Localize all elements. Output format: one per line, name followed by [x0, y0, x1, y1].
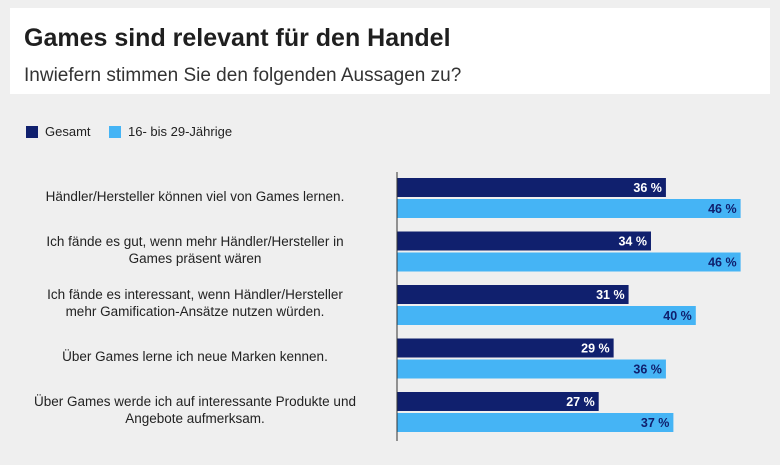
chart-header: Games sind relevant für den Handel Inwie… [10, 8, 770, 94]
bar-gesamt [397, 178, 666, 197]
bar-gesamt [397, 285, 629, 304]
legend-swatch-16-29 [109, 125, 121, 138]
legend-item-gesamt: Gesamt [26, 124, 91, 139]
bar-16-29 [397, 252, 741, 272]
legend-swatch-gesamt [26, 125, 38, 138]
bar-gesamt [397, 338, 614, 358]
category-label-line: Ich fände es gut, wenn mehr Händler/Hers… [46, 233, 344, 249]
category-label-line: Über Games lerne ich neue Marken kennen. [62, 349, 328, 364]
bar-16-29 [397, 413, 674, 432]
bar-16-29 [397, 199, 741, 218]
data-label: 34 % [618, 235, 647, 249]
category-label: Über Games werde ich auf interessante Pr… [5, 393, 385, 427]
category-label: Händler/Hersteller können viel von Games… [5, 188, 385, 205]
category-label-line: Games präsent wären [128, 250, 262, 266]
category-label-line: mehr Gamification-Ansätze nutzen würden. [65, 304, 325, 319]
data-label: 31 % [596, 288, 625, 302]
category-label: Ich fände es interessant, wenn Händler/H… [5, 286, 385, 320]
data-label: 27 % [566, 395, 595, 409]
data-label: 46 % [708, 202, 737, 216]
bar-gesamt [397, 392, 599, 411]
legend-label-16-29: 16- bis 29-Jährige [128, 124, 233, 139]
chart-title: Games sind relevant für den Handel [24, 24, 451, 52]
category-label-line: Angebote aufmerksam. [125, 411, 265, 426]
data-label: 29 % [581, 342, 610, 356]
bar-gesamt [397, 231, 651, 251]
bar-16-29 [397, 359, 666, 379]
data-label: 36 % [633, 181, 662, 195]
legend-label-gesamt: Gesamt [45, 124, 91, 139]
bar-16-29 [397, 306, 696, 325]
category-label-line: Händler/Hersteller können viel von Games… [45, 188, 345, 204]
category-label-line: Ich fände es interessant, wenn Händler/H… [47, 287, 343, 302]
category-label: Über Games lerne ich neue Marken kennen. [5, 348, 385, 365]
data-label: 46 % [708, 256, 737, 270]
legend-item-16-29: 16- bis 29-Jährige [109, 124, 232, 139]
chart-subtitle: Inwiefern stimmen Sie den folgenden Auss… [24, 65, 462, 86]
category-label-line: Über Games werde ich auf interessante Pr… [34, 394, 356, 409]
data-label: 36 % [633, 363, 662, 377]
category-label: Ich fände es gut, wenn mehr Händler/Hers… [5, 233, 385, 267]
data-label: 37 % [641, 416, 670, 430]
data-label: 40 % [663, 309, 692, 323]
